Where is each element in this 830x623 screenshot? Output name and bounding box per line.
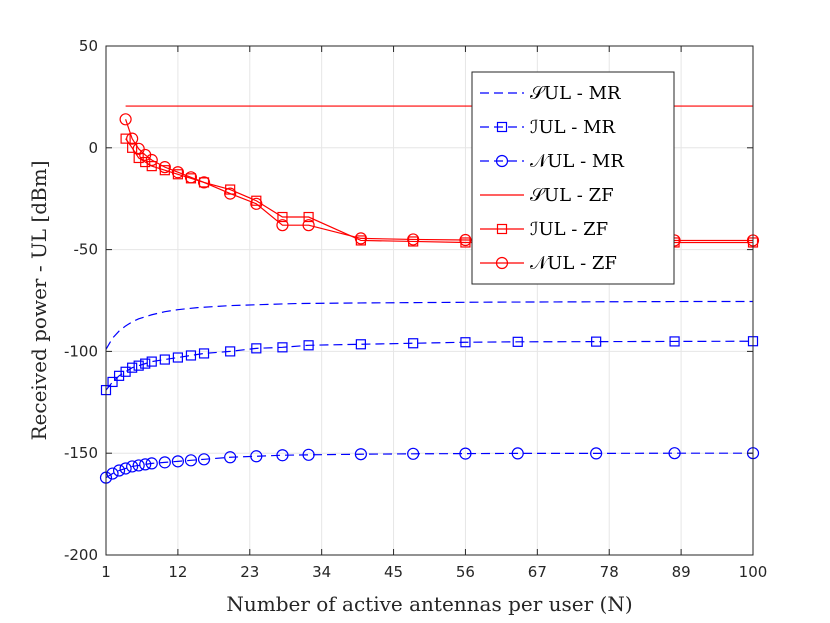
legend-label: ℐUL - MR [530, 117, 616, 138]
x-axis-label: Number of active antennas per user (N) [226, 592, 632, 616]
series-point [171, 455, 184, 468]
x-tick-label: 23 [240, 563, 259, 581]
series-point [184, 454, 198, 467]
y-tick-label: -100 [64, 342, 98, 360]
x-tick-label: 34 [312, 563, 331, 581]
series-point [198, 177, 210, 188]
series-point [146, 356, 157, 367]
series-point [133, 360, 144, 371]
series-point [159, 354, 170, 365]
series-point [459, 233, 472, 247]
x-tick-label: 89 [672, 563, 691, 581]
series-point [140, 358, 151, 369]
series-line [105, 300, 753, 350]
x-tick-label: 56 [456, 563, 475, 581]
axes-box [105, 45, 754, 556]
x-tick-label: 78 [600, 563, 619, 581]
series-point [668, 447, 681, 460]
series-point [277, 211, 288, 223]
ticks: 1 12 23 34 45 56 67 78 89 100 -200 -150 -100 -50 0 50 [64, 37, 767, 581]
legend-marker [496, 121, 508, 133]
series-2 [99, 447, 760, 484]
series-point [669, 336, 680, 347]
series-point [407, 447, 420, 460]
series-point [126, 460, 139, 473]
series-point [119, 462, 132, 475]
legend-label: 𝒩UL - ZF [530, 253, 617, 274]
series-point [277, 342, 288, 353]
series-point [132, 459, 145, 472]
legend: 𝒮UL - MR ℐUL - MR 𝒩UL - MR 𝒮UL - ZF ℐUL - ZF… [471, 71, 675, 285]
series-point [198, 348, 210, 359]
legend-box [471, 71, 675, 285]
y-axis-label: Received power - UL [dBm] [27, 160, 51, 440]
series-point [302, 219, 315, 232]
series-point [355, 339, 366, 350]
x-tick-label: 12 [168, 563, 187, 581]
y-tick-label: -200 [64, 546, 98, 564]
series-point [197, 176, 211, 189]
y-tick-label: 50 [79, 37, 98, 55]
series-point [172, 352, 183, 363]
series-point [119, 113, 132, 126]
series-point [127, 362, 138, 373]
y-tick-label: 0 [88, 139, 98, 157]
series-point [224, 187, 237, 200]
series-point [158, 161, 171, 174]
series-point [139, 458, 152, 471]
y-tick-label: -50 [74, 241, 99, 259]
series-point [408, 338, 419, 349]
series-point [251, 343, 262, 354]
series-point [250, 197, 263, 210]
series-point [145, 153, 158, 167]
series-point [407, 233, 420, 246]
series-point [460, 337, 471, 348]
series-point [303, 340, 314, 351]
series-point [303, 211, 314, 223]
legend-label: ℐUL - ZF [530, 219, 608, 240]
legend-marker [495, 154, 509, 168]
series-point [146, 161, 157, 172]
series-point [591, 336, 602, 347]
series-point [354, 232, 367, 245]
series-point [590, 447, 603, 460]
series-point [276, 219, 289, 232]
series-point [126, 132, 139, 145]
series-point [112, 464, 126, 477]
series-point [171, 166, 184, 179]
series-point [185, 350, 197, 361]
series-point [197, 453, 211, 466]
series-point [106, 467, 119, 480]
series-point [127, 142, 138, 153]
series-point [511, 447, 524, 460]
legend-label: 𝒩UL - MR [530, 151, 624, 172]
legend-marker [495, 256, 509, 270]
series-point [132, 142, 145, 155]
legend-label: 𝒮UL - MR [530, 83, 621, 104]
series-point [459, 447, 472, 460]
series-point [158, 456, 171, 469]
y-tick-label: -150 [64, 444, 98, 462]
legend-marker [496, 223, 508, 235]
series-line [105, 452, 753, 479]
series-0 [105, 300, 753, 350]
series-point [107, 376, 118, 388]
series-point [512, 336, 523, 347]
series-point [184, 171, 198, 184]
series-point [276, 449, 289, 462]
x-tick-label: 45 [384, 563, 403, 581]
series-point [120, 133, 131, 144]
x-tick-label: 1 [101, 563, 111, 581]
series-point [302, 448, 315, 461]
x-tick-label: 67 [528, 563, 547, 581]
series-1 [100, 336, 759, 396]
series-point [224, 451, 237, 464]
legend-label: 𝒮UL - ZF [530, 185, 614, 206]
series-point [354, 448, 367, 461]
series-point [145, 457, 158, 470]
series-point [225, 346, 236, 357]
series-point [250, 450, 263, 463]
x-tick-label: 100 [739, 563, 768, 581]
